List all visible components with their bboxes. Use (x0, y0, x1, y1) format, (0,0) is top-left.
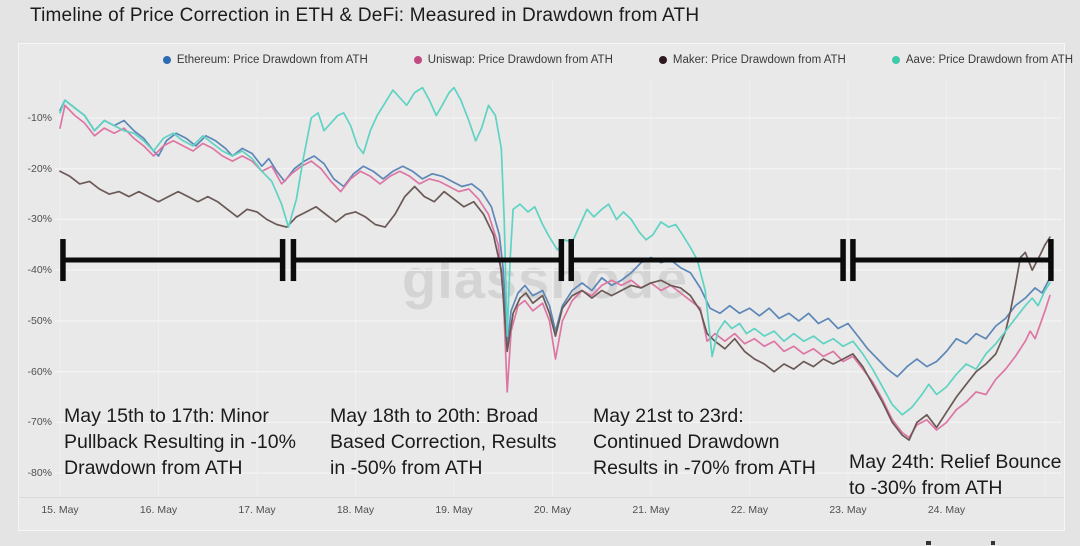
y-tick-label: -50% (27, 314, 52, 327)
page-title: Timeline of Price Correction in ETH & De… (30, 5, 700, 26)
y-tick-label: -80% (27, 467, 52, 480)
annotation-period-4: May 24th: Relief Bounce to -30% from ATH (849, 451, 1062, 499)
x-tick-label: 21. May (632, 504, 670, 516)
x-axis-line (19, 497, 1064, 498)
legend-item-ethereum[interactable]: Ethereum: Price Drawdown from ATH (162, 54, 368, 66)
maker-series-dot-icon (658, 56, 667, 64)
legend-label-maker: Maker: Price Drawdown from ATH (672, 54, 846, 66)
y-tick-label: -60% (27, 365, 52, 378)
x-tick-label: 24. May (927, 504, 966, 516)
x-tick-label: 23. May (829, 504, 867, 516)
x-tick-label: 15. May (41, 504, 79, 516)
legend-label-aave: Aave: Price Drawdown from ATH (905, 54, 1074, 66)
annotation-period-1: May 15th to 17th: Minor Pullback Resulti… (64, 405, 296, 479)
legend-label-ethereum: Ethereum: Price Drawdown from ATH (176, 54, 368, 66)
annotation-period-2: May 18th to 20th: Broad Based Correction… (330, 405, 557, 479)
y-tick-label: -70% (27, 416, 52, 429)
legend-item-uniswap[interactable]: Uniswap: Price Drawdown from ATH (413, 54, 613, 66)
y-tick-label: -20% (27, 162, 52, 175)
y-tick-label: -10% (27, 112, 52, 124)
ethereum-series-dot-icon (162, 56, 171, 64)
x-tick-label: 17. May (238, 504, 276, 516)
x-tick-label: 16. May (139, 504, 178, 516)
cropped-glyph-speck (926, 541, 931, 545)
x-tick-label: 22. May (730, 504, 769, 516)
x-tick-label: 20. May (533, 504, 572, 516)
x-tick-label: 19. May (435, 504, 473, 516)
x-tick-label: 18. May (336, 504, 375, 516)
glassnode-watermark: glassnode (402, 247, 688, 310)
aave-series-dot-icon (891, 56, 900, 64)
legend-item-aave[interactable]: Aave: Price Drawdown from ATH (891, 54, 1074, 66)
y-tick-label: -40% (27, 264, 52, 277)
cropped-glyph-speck (991, 541, 995, 545)
uniswap-series-dot-icon (413, 56, 422, 64)
y-tick-label: -30% (27, 213, 52, 226)
chart-legend: Ethereum: Price Drawdown from ATH Uniswa… (78, 54, 1080, 66)
legend-item-maker[interactable]: Maker: Price Drawdown from ATH (658, 54, 846, 66)
legend-label-uniswap: Uniswap: Price Drawdown from ATH (427, 54, 613, 66)
annotation-period-3: May 21st to 23rd: Continued Drawdown Res… (593, 405, 816, 479)
